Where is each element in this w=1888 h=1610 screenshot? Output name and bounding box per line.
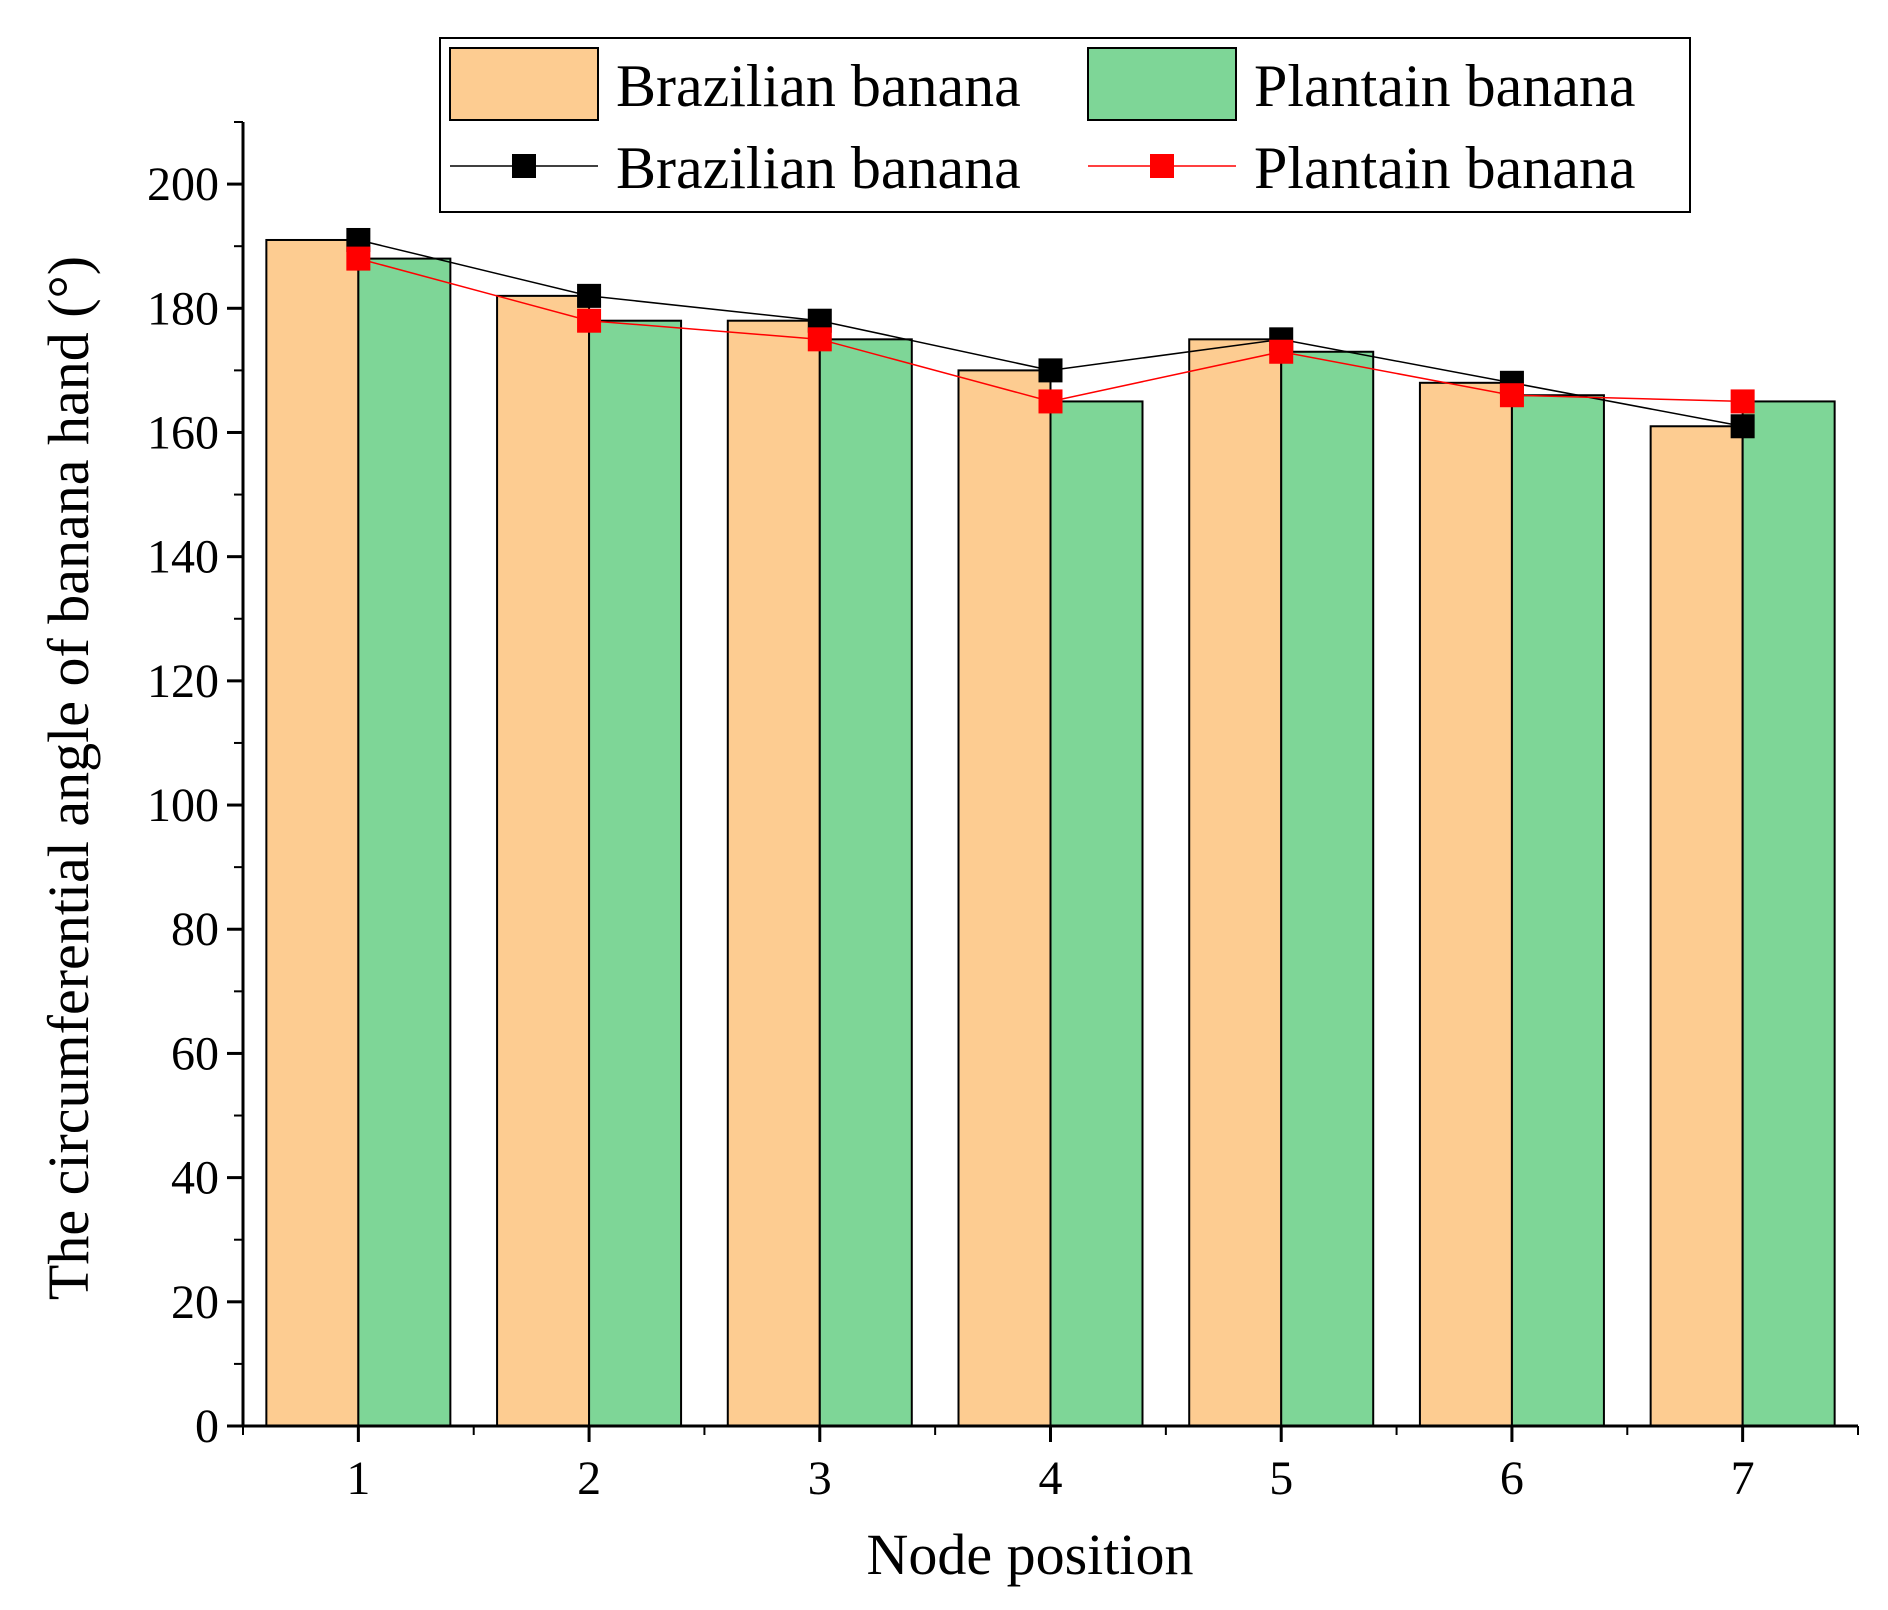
marker-brazilian-2 — [577, 283, 602, 308]
x-axis-title: Node position — [866, 1522, 1193, 1587]
bar-brazilian-3 — [726, 319, 821, 1428]
legend-frame — [439, 37, 1691, 213]
x-tick-label-3: 3 — [808, 1452, 832, 1505]
marker-plantain-6 — [1499, 383, 1524, 408]
x-tick-label-5: 5 — [1269, 1452, 1293, 1505]
bar-brazilian-4 — [957, 369, 1052, 1427]
y-tick-label-40: 40 — [171, 1152, 219, 1205]
bar-plantain-5 — [1280, 350, 1375, 1427]
bar-plantain-3 — [818, 338, 913, 1427]
marker-plantain-2 — [577, 308, 602, 333]
x-tick-label-4: 4 — [1039, 1452, 1063, 1505]
y-tick-label-100: 100 — [147, 779, 219, 832]
legend-marker-brazilian — [512, 154, 536, 178]
bar-brazilian-5 — [1188, 338, 1283, 1427]
marker-plantain-7 — [1730, 389, 1755, 414]
y-axis-title: The circumferential angle of banana hand… — [36, 256, 101, 1300]
legend-label-line-plantain: Plantain banana — [1254, 135, 1636, 201]
x-tick-label-1: 1 — [346, 1452, 370, 1505]
bars-layer — [265, 238, 1836, 1428]
marker-brazilian-4 — [1038, 358, 1063, 383]
legend-label-bar-plantain: Plantain banana — [1254, 53, 1636, 119]
marker-plantain-1 — [346, 246, 371, 271]
y-tick-label-120: 120 — [147, 655, 219, 708]
y-tick-label-180: 180 — [147, 282, 219, 335]
bar-plantain-6 — [1510, 394, 1605, 1428]
y-tick-label-60: 60 — [171, 1027, 219, 1080]
axes-layer: 0 20 40 60 80 100 120 140 160 180 200 1 2 3 4 5 6 7 — [147, 121, 1859, 1505]
y-tick-label-80: 80 — [171, 903, 219, 956]
bar-plantain-7 — [1741, 400, 1836, 1427]
legend-swatch-bar-brazilian — [449, 47, 599, 121]
bar-brazilian-7 — [1649, 425, 1744, 1427]
legend: Brazilian banana Plantain banana Brazili… — [439, 37, 1691, 213]
legend-label-line-brazilian: Brazilian banana — [616, 135, 1021, 201]
marker-plantain-5 — [1269, 339, 1294, 364]
x-tick-label-7: 7 — [1731, 1452, 1755, 1505]
marker-plantain-3 — [807, 327, 832, 352]
legend-marker-plantain — [1150, 154, 1174, 178]
x-tick-label-2: 2 — [577, 1452, 601, 1505]
bar-plantain-4 — [1049, 400, 1144, 1427]
bar-plantain-1 — [357, 257, 452, 1428]
legend-label-bar-brazilian: Brazilian banana — [616, 53, 1021, 119]
marker-brazilian-7 — [1730, 414, 1755, 439]
y-tick-label-0: 0 — [195, 1400, 219, 1453]
y-tick-label-140: 140 — [147, 531, 219, 584]
y-tick-label-20: 20 — [171, 1276, 219, 1329]
y-tick-label-160: 160 — [147, 406, 219, 459]
bar-plantain-2 — [588, 319, 683, 1428]
bar-brazilian-2 — [496, 294, 591, 1427]
bar-brazilian-1 — [265, 238, 360, 1427]
bar-brazilian-6 — [1418, 381, 1513, 1427]
legend-swatch-bar-plantain — [1087, 47, 1237, 121]
marker-plantain-4 — [1038, 389, 1063, 414]
y-tick-label-200: 200 — [147, 158, 219, 211]
x-tick-label-6: 6 — [1500, 1452, 1524, 1505]
lines-layer — [346, 227, 1755, 439]
